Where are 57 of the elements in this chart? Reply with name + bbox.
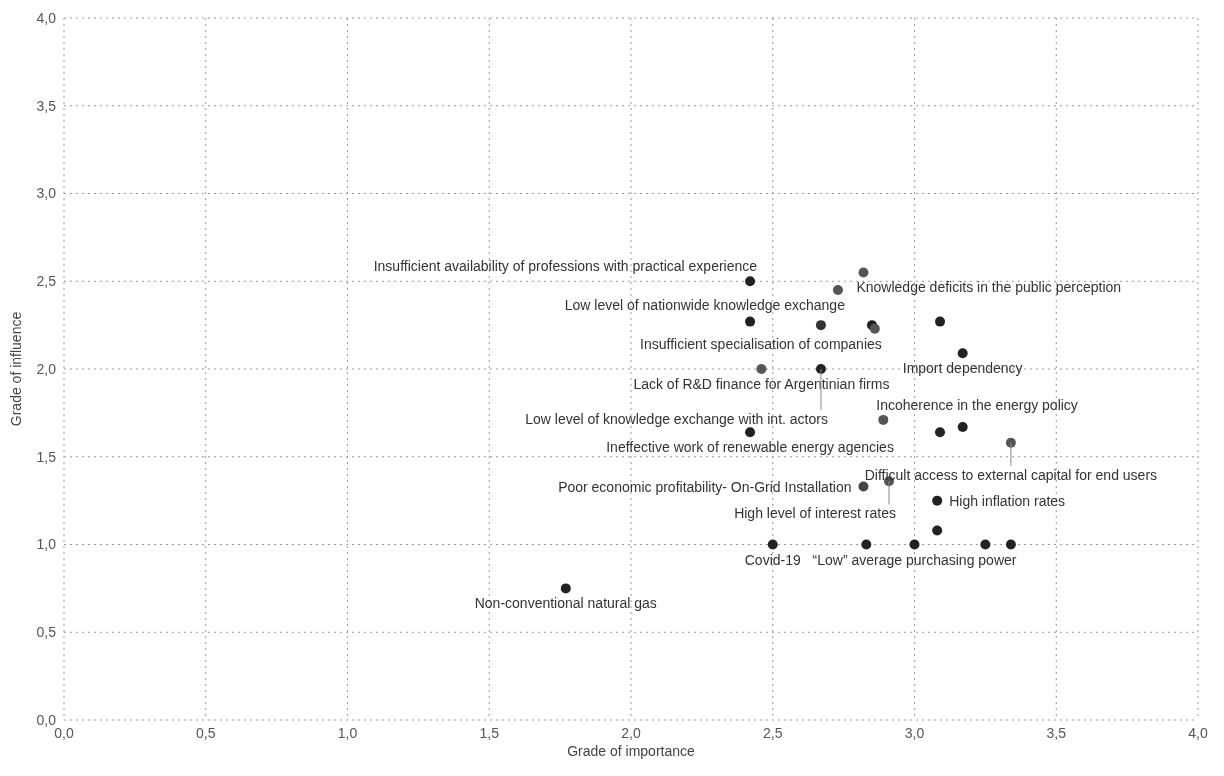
annotation: Difficult access to external capital for end users [864, 466, 1158, 483]
point [745, 427, 756, 438]
point [957, 421, 968, 432]
x-tick-label: 2,5 [763, 724, 783, 741]
x-tick-label: 3,5 [1046, 724, 1067, 741]
x-tick-label: 3,0 [904, 724, 925, 741]
y-tick-label: 3,5 [36, 97, 57, 114]
point [815, 320, 826, 331]
x-tick-label: 1,5 [479, 724, 500, 741]
point [745, 276, 756, 287]
x-tick-label: 1,0 [337, 724, 358, 741]
y-tick-label: 0,5 [36, 624, 57, 641]
point [832, 285, 843, 296]
point [756, 364, 767, 374]
y-tick-label: 2,0 [36, 360, 57, 377]
annotation: Knowledge deficits in the public perception [856, 279, 1122, 296]
annotation: Lack of R&D finance for Argentinian firms [633, 376, 890, 392]
point [980, 539, 991, 550]
point [560, 583, 571, 594]
annotation: Non-conventional natural gas [474, 595, 657, 612]
annotation: Incoherence in the energy policy [876, 396, 1078, 413]
point [745, 316, 756, 327]
point [878, 414, 889, 425]
annotation: Poor economic profitability- On-Grid Installation [558, 478, 852, 495]
point [767, 539, 778, 550]
x-axis-title: Grade of importance [567, 743, 696, 759]
x-tick-label: 0,0 [54, 724, 74, 741]
y-tick-label: 4,0 [36, 9, 57, 26]
point [1005, 539, 1016, 550]
annotation: Insufficient specialisation of companies [640, 335, 882, 352]
x-tick-label: 4,0 [1188, 724, 1208, 741]
annotation: High level of interest rates [734, 505, 896, 522]
x-tick-label: 2,0 [621, 724, 641, 741]
point [932, 495, 943, 506]
point [858, 481, 869, 492]
y-axis-title: Grade of influence [7, 311, 24, 427]
point [861, 539, 872, 550]
annotation: Low level of nationwide knowledge exchange [564, 297, 846, 314]
annotation: Covid-19 [744, 551, 801, 568]
point [957, 348, 968, 359]
y-tick-label: 3,0 [36, 185, 57, 202]
point [935, 316, 946, 327]
annotation: “Low” average purchasing power [812, 551, 1017, 568]
y-tick-label: 1,5 [36, 448, 57, 465]
annotation: Import dependency [902, 360, 1023, 377]
x-tick-label: 0,5 [196, 724, 216, 741]
point [858, 267, 869, 278]
y-tick-label: 0,0 [36, 711, 57, 728]
point [932, 525, 943, 536]
annotation: Low level of knowledge exchange with int. actors [525, 411, 828, 427]
point [935, 427, 946, 438]
annotation: Insufficient availability of professions with practical experience [373, 258, 758, 275]
y-tick-label: 2,5 [36, 273, 57, 290]
y-tick-label: 1,0 [36, 536, 57, 553]
point [909, 539, 920, 550]
annotation: Ineffective work of renewable energy agencies [606, 439, 894, 456]
annotation: High inflation rates [949, 492, 1066, 509]
